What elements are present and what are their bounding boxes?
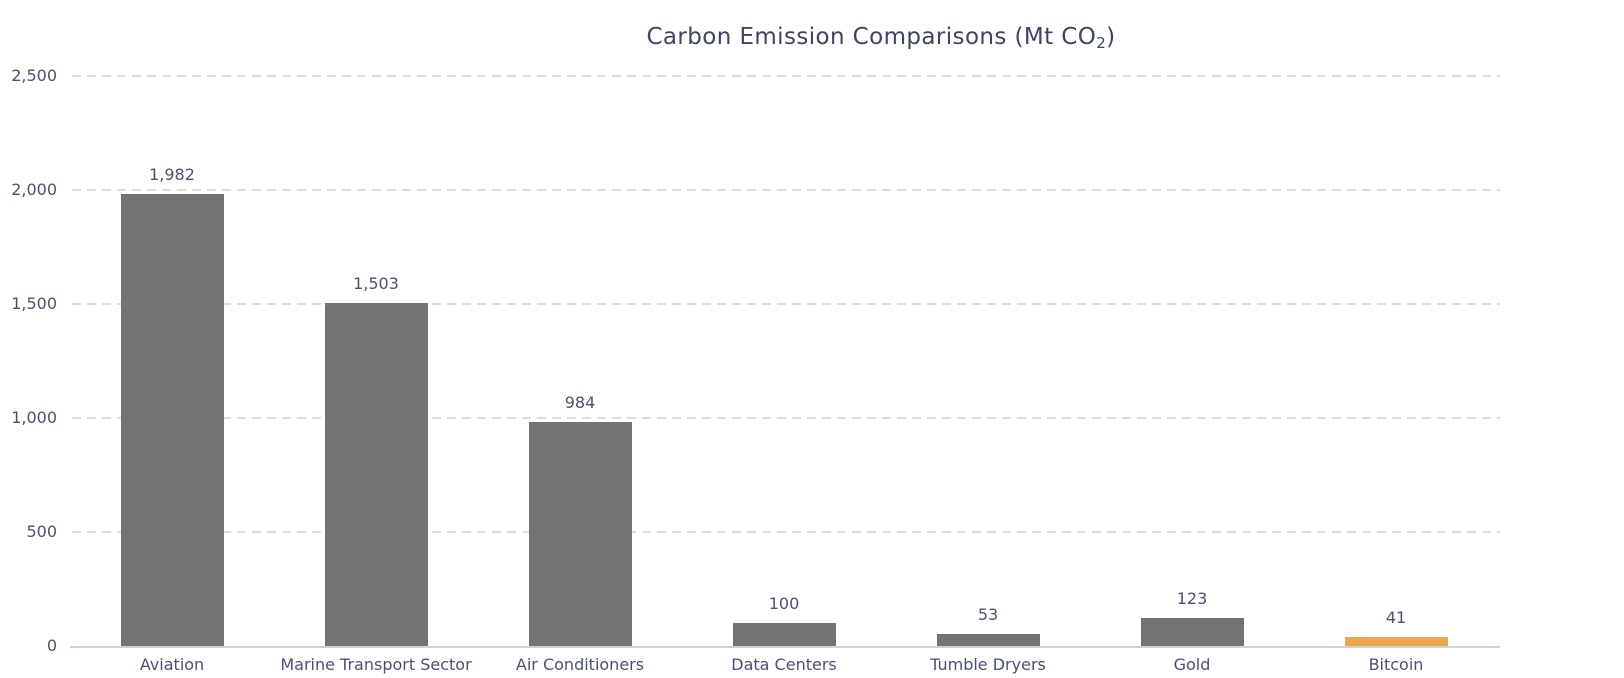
x-tick-label: Data Centers xyxy=(731,655,837,674)
bar-tumble-dryers[interactable] xyxy=(936,633,1040,646)
gridline-2000 xyxy=(72,189,1500,191)
chart-title-prefix: Carbon Emission Comparisons (Mt CO xyxy=(646,24,1097,50)
x-tick-label: Gold xyxy=(1173,655,1211,674)
bar-value-label: 53 xyxy=(977,604,999,624)
y-tick-label: 0 xyxy=(46,636,57,655)
x-axis-line xyxy=(70,646,1500,648)
gridline-1500 xyxy=(72,303,1500,305)
x-tick-label: Marine Transport Sector xyxy=(280,655,472,674)
bar-value-label: 41 xyxy=(1385,607,1407,627)
gridline-2500 xyxy=(72,75,1500,77)
y-tick-label: 2,000 xyxy=(11,180,57,199)
bar-data-centers[interactable] xyxy=(732,623,836,646)
y-tick-label: 1,000 xyxy=(11,408,57,427)
x-tick-label: Air Conditioners xyxy=(515,655,645,674)
y-tick-label: 2,500 xyxy=(11,66,57,85)
x-tick-label: Aviation xyxy=(139,655,205,674)
bar-value-label: 123 xyxy=(1176,588,1208,608)
bar-value-label: 100 xyxy=(768,594,800,614)
bar-bitcoin[interactable] xyxy=(1344,636,1448,646)
bar-value-label: 984 xyxy=(564,392,596,412)
gridline-500 xyxy=(72,531,1500,533)
bar-aviation[interactable] xyxy=(120,194,224,646)
bar-marine-transport-sector[interactable] xyxy=(324,303,428,646)
bar-value-label: 1,503 xyxy=(353,274,399,294)
bar-value-label: 1,982 xyxy=(149,165,195,185)
bar-gold[interactable] xyxy=(1140,617,1244,646)
x-tick-label: Bitcoin xyxy=(1368,655,1424,674)
bar-air-conditioners[interactable] xyxy=(528,421,632,646)
chart-title-suffix: ) xyxy=(1106,24,1116,50)
y-tick-label: 1,500 xyxy=(11,294,57,313)
y-tick-label: 500 xyxy=(26,522,57,541)
chart-title-subscript: 2 xyxy=(1096,34,1107,52)
chart-title: Carbon Emission Comparisons (Mt CO2) xyxy=(646,24,1116,52)
x-tick-label: Tumble Dryers xyxy=(930,655,1046,674)
gridline-1000 xyxy=(72,417,1500,419)
